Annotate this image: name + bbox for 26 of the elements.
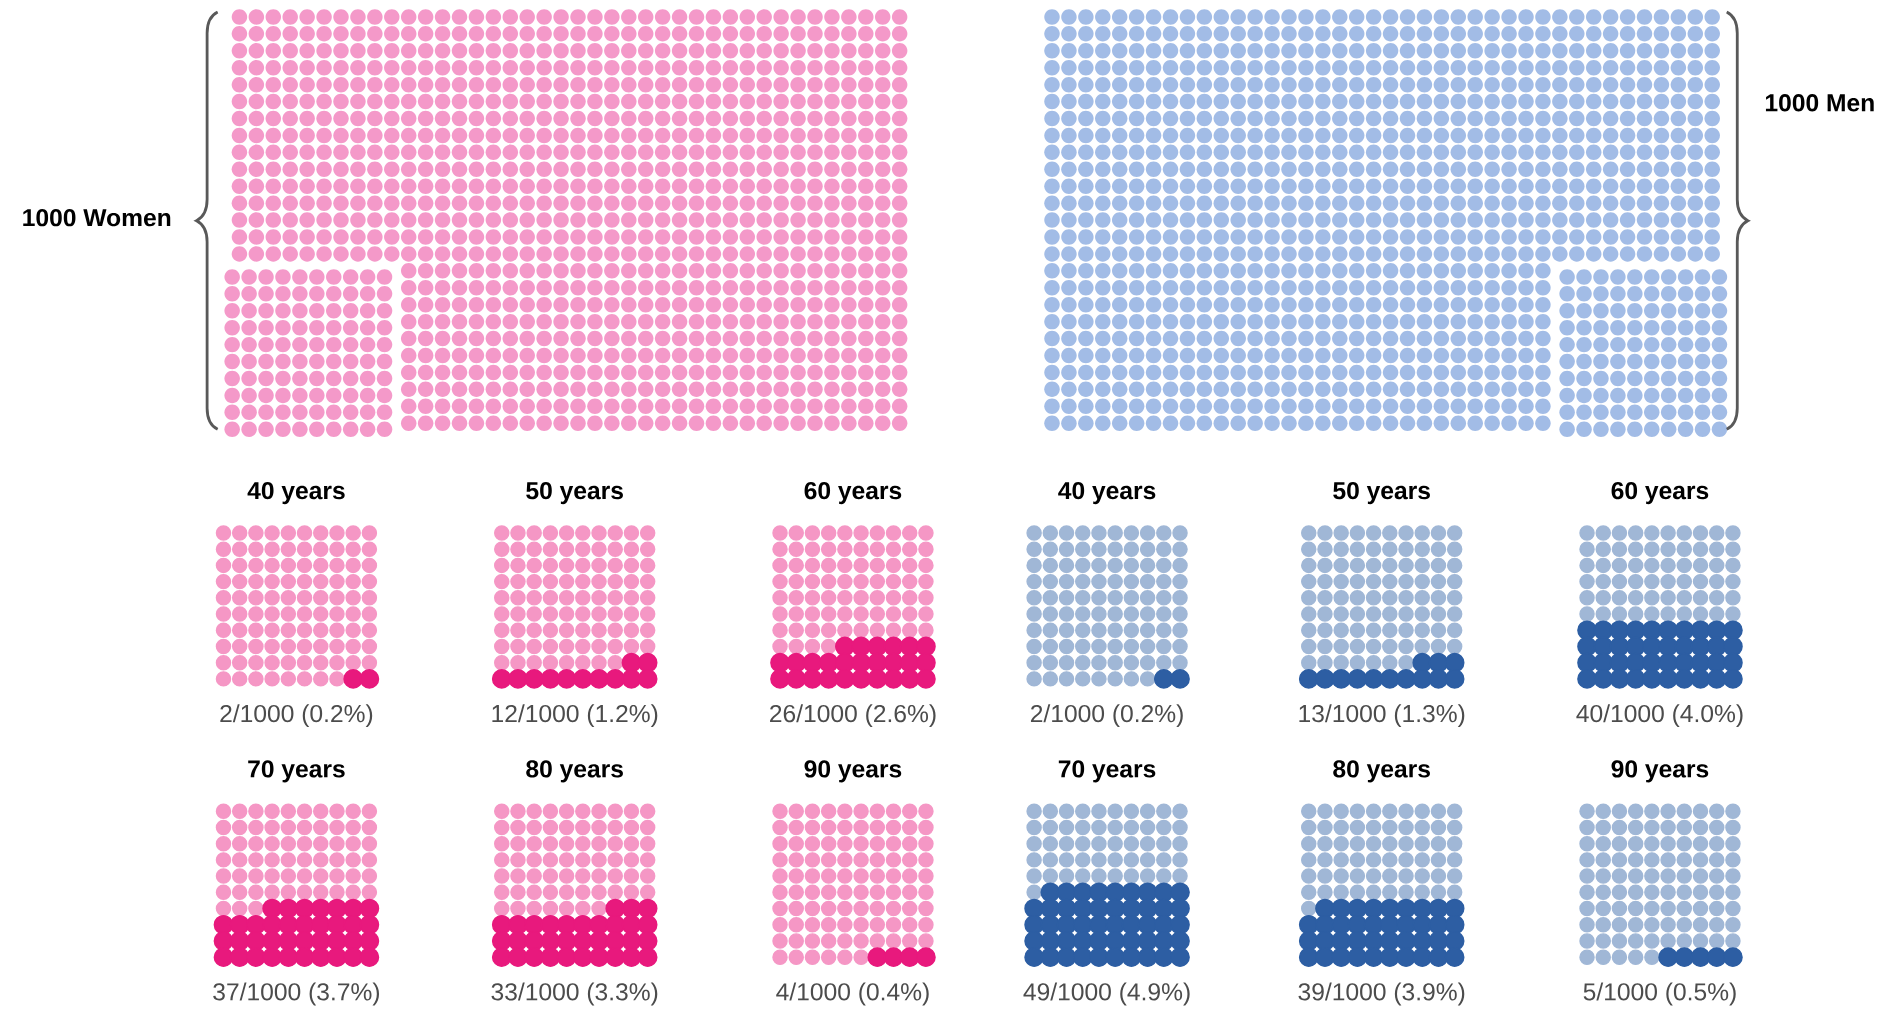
data-label: 39/1000 (3.9%): [1298, 982, 1465, 1006]
category-label: 40 years: [247, 482, 345, 505]
data-label: 13/1000 (1.3%): [1299, 704, 1465, 728]
category-label: 60 years: [1611, 482, 1709, 505]
category-label: 50 years: [1333, 482, 1430, 505]
category-label: 50 years: [526, 482, 623, 505]
category-label: 1000 Men: [1765, 94, 1874, 112]
data-label: 4/1000 (0.4%): [776, 982, 929, 1006]
category-label: 1000 Women: [23, 209, 171, 227]
data-label: 33/1000 (3.3%): [491, 982, 658, 1006]
category-label: 90 years: [1611, 760, 1709, 783]
category-label: 90 years: [804, 760, 902, 783]
category-label: 70 years: [248, 760, 345, 783]
data-label: 26/1000 (2.6%): [770, 704, 936, 728]
data-label: 40/1000 (4.0%): [1576, 704, 1743, 728]
data-label: 5/1000 (0.5%): [1583, 982, 1736, 1006]
category-label: 80 years: [1333, 760, 1430, 783]
data-label: 37/1000 (3.7%): [213, 982, 380, 1006]
data-label: 2/1000 (0.2%): [1030, 704, 1183, 728]
category-label: 40 years: [1058, 482, 1156, 505]
data-label: 2/1000 (0.2%): [220, 704, 373, 728]
category-label: 80 years: [526, 760, 623, 783]
category-label: 70 years: [1058, 760, 1156, 783]
data-label: 49/1000 (4.9%): [1023, 982, 1190, 1006]
category-label: 60 years: [804, 482, 902, 505]
data-label: 12/1000 (1.2%): [492, 704, 658, 728]
